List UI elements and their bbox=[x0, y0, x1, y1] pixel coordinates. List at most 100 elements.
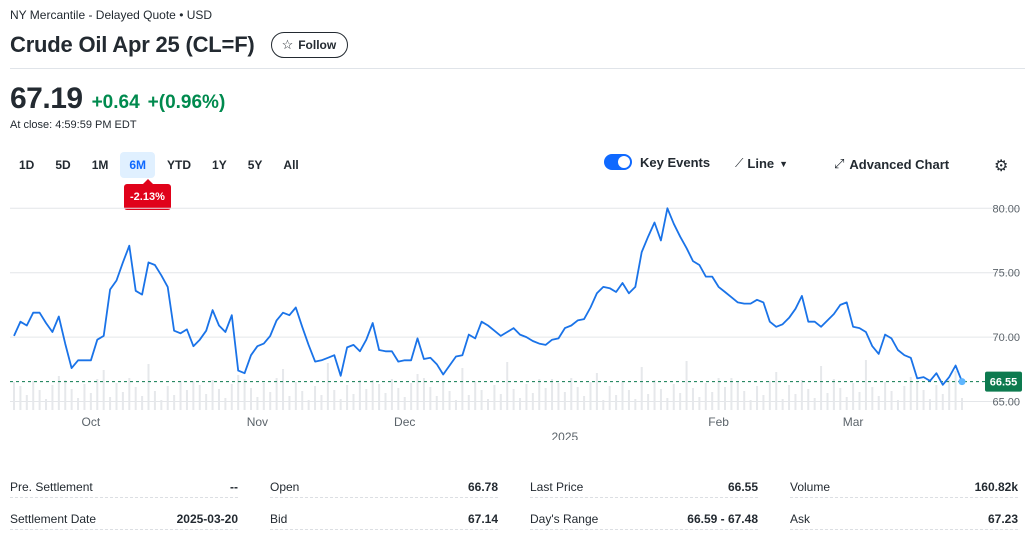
volume-bar bbox=[877, 396, 880, 410]
stat-open: Open 66.78 bbox=[270, 476, 498, 498]
volume-bar bbox=[909, 377, 912, 410]
page-title: Crude Oil Apr 25 (CL=F) bbox=[10, 32, 255, 57]
y-tick-label: 75.00 bbox=[992, 268, 1020, 280]
volume-bar bbox=[602, 400, 605, 410]
volume-bar bbox=[282, 369, 285, 410]
volume-bar bbox=[474, 381, 477, 410]
volume-bar bbox=[525, 384, 528, 410]
expand-arrows-icon: ⤢ bbox=[834, 156, 845, 171]
volume-bar bbox=[775, 372, 778, 410]
volume-bar bbox=[224, 398, 227, 410]
volume-bar bbox=[294, 382, 297, 410]
volume-bar bbox=[691, 388, 694, 410]
volume-bar bbox=[390, 379, 393, 410]
range-all[interactable]: All bbox=[283, 158, 299, 172]
volume-bar bbox=[83, 384, 86, 410]
key-events-label: Key Events bbox=[640, 154, 711, 170]
range-1m[interactable]: 1M bbox=[91, 158, 109, 172]
volume-bar bbox=[634, 399, 637, 410]
range-1d[interactable]: 1D bbox=[19, 158, 35, 172]
key-events-toggle[interactable] bbox=[604, 154, 632, 170]
volume-bar bbox=[384, 393, 387, 410]
volume-bar bbox=[288, 396, 291, 410]
price-series-line bbox=[13, 207, 963, 386]
volume-bar bbox=[121, 392, 124, 410]
x-tick-label: 2025 bbox=[552, 430, 579, 440]
volume-bar bbox=[397, 388, 400, 410]
x-tick-label: Feb bbox=[708, 415, 729, 429]
gear-icon[interactable]: ⚙ bbox=[994, 158, 1009, 175]
period-performance-badge: -2.13% bbox=[124, 179, 171, 210]
stat-value: 66.78 bbox=[467, 479, 498, 494]
volume-bar bbox=[256, 397, 259, 410]
volume-bar bbox=[134, 387, 137, 410]
volume-bar bbox=[896, 400, 899, 410]
volume-bar bbox=[698, 397, 701, 410]
range-6m[interactable]: 6M bbox=[120, 152, 156, 178]
volume-bar bbox=[32, 381, 35, 410]
y-tick-label: 70.00 bbox=[992, 332, 1020, 344]
last-price-tag: 66.55 bbox=[985, 371, 1022, 392]
follow-button[interactable]: ☆ Follow bbox=[270, 32, 349, 58]
volume-bar bbox=[243, 379, 246, 410]
range-selector: 1D 5D 1M 6M YTD 1Y 5Y All bbox=[10, 152, 311, 178]
stat-bid: Bid 67.14 bbox=[270, 508, 498, 530]
range-5y[interactable]: 5Y bbox=[247, 158, 263, 172]
stat-settlement-date: Settlement Date 2025-03-20 bbox=[10, 508, 238, 530]
volume-bar bbox=[941, 394, 944, 410]
range-1y[interactable]: 1Y bbox=[212, 158, 227, 172]
stat-value: 67.23 bbox=[987, 511, 1018, 526]
volume-bar bbox=[832, 379, 835, 410]
advanced-chart-button[interactable]: ⤢ Advanced Chart bbox=[834, 156, 949, 172]
volume-bar bbox=[365, 389, 368, 410]
chart-type-button[interactable]: ⟋ Line ▼ bbox=[735, 156, 788, 171]
range-ytd[interactable]: YTD bbox=[167, 158, 192, 172]
volume-bar bbox=[89, 393, 92, 410]
volume-bar bbox=[70, 389, 73, 410]
volume-bar bbox=[416, 374, 419, 410]
volume-bar bbox=[781, 399, 784, 410]
volume-bar bbox=[333, 390, 336, 410]
volume-bar bbox=[307, 400, 310, 410]
volume-bar bbox=[211, 380, 214, 410]
volume-bar bbox=[903, 386, 906, 410]
stat-label: Bid bbox=[270, 511, 288, 526]
volume-bar bbox=[371, 380, 374, 410]
chart-grid bbox=[10, 207, 1020, 403]
volume-bar bbox=[730, 378, 733, 410]
volume-bar bbox=[378, 384, 381, 410]
volume-bar bbox=[422, 378, 425, 410]
volume-bar bbox=[954, 371, 957, 410]
volume-bar bbox=[768, 381, 771, 410]
volume-bar bbox=[807, 389, 810, 410]
volume-bar bbox=[205, 394, 208, 410]
stat-label: Settlement Date bbox=[10, 511, 97, 526]
volume-bar bbox=[724, 387, 726, 410]
volume-bar bbox=[659, 389, 662, 410]
stat-last-price: Last Price 66.55 bbox=[530, 476, 758, 498]
volume-bar bbox=[711, 392, 714, 410]
title-row: Crude Oil Apr 25 (CL=F) ☆ Follow bbox=[10, 32, 349, 58]
stat-value: -- bbox=[230, 479, 238, 494]
volume-bar bbox=[621, 381, 624, 410]
volume-bar bbox=[269, 392, 272, 410]
volume-bar bbox=[467, 395, 470, 410]
volume-bar bbox=[762, 395, 765, 410]
stat-label: Ask bbox=[790, 511, 811, 526]
range-5d[interactable]: 5D bbox=[55, 158, 71, 172]
volume-bar bbox=[77, 398, 80, 410]
follow-label: Follow bbox=[298, 38, 337, 52]
volume-bar bbox=[19, 386, 22, 410]
volume-bar bbox=[326, 363, 329, 410]
current-price: 67.19 bbox=[10, 82, 83, 115]
price-change-percent: +(0.96%) bbox=[147, 92, 226, 113]
volume-bar bbox=[704, 383, 707, 410]
price-chart[interactable]: 80.00 75.00 70.00 65.00 Oct Nov Dec 2025 Feb Mar… bbox=[0, 190, 1035, 440]
stat-days-range: Day's Range 66.59 - 67.48 bbox=[530, 508, 758, 530]
volume-bar bbox=[410, 383, 413, 410]
volume-bar bbox=[352, 394, 355, 410]
volume-bar bbox=[531, 393, 534, 410]
volume-bar bbox=[583, 396, 586, 410]
volume-bar bbox=[493, 385, 496, 410]
volume-bar bbox=[736, 382, 739, 410]
